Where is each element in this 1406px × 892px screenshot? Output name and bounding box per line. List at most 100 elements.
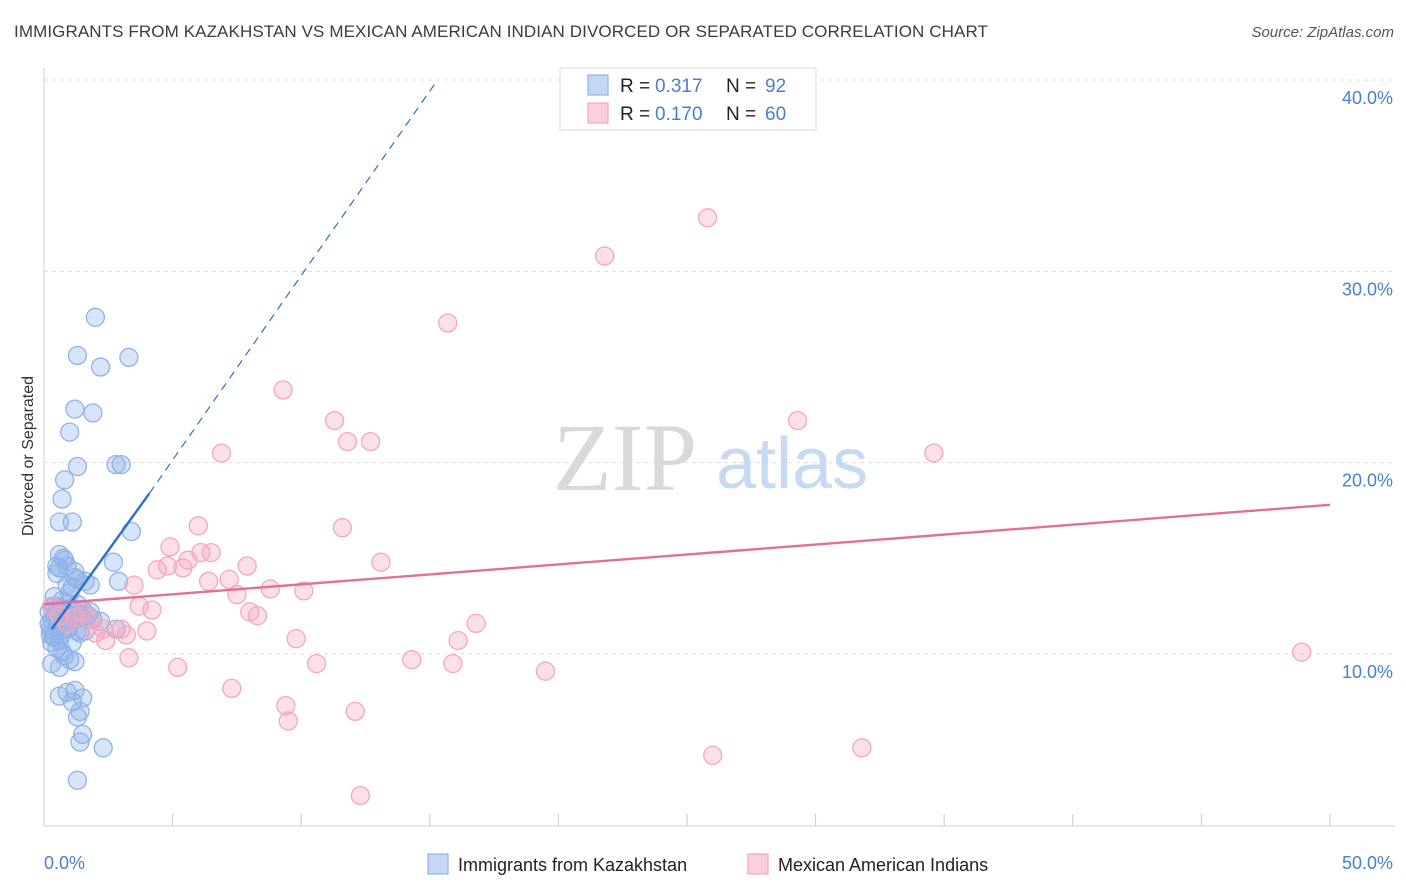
bottom-legend-swatch-kazakhstan — [427, 853, 449, 875]
mexican-american-indians-point-14 — [137, 621, 157, 641]
mexican-american-indians-point-55 — [787, 410, 808, 431]
mexican-american-indians-point-35 — [278, 711, 298, 731]
series-legend: Immigrants from Kazakhstan Mexican Ameri… — [427, 853, 988, 875]
mexican-american-indians-point-16 — [147, 560, 167, 580]
mexican-american-indians-point-37 — [294, 581, 314, 601]
mexican-american-indians-point-44 — [360, 431, 381, 452]
mexican-american-indians-point-36 — [286, 629, 306, 649]
x-tick-label-0: 0.0% — [44, 853, 85, 873]
data-points — [39, 208, 1312, 806]
mexican-american-indians-point-52 — [595, 246, 615, 266]
kazakhstan-point-75 — [49, 544, 70, 565]
kazakhstan-point-51 — [93, 738, 113, 758]
x-tick-labels: 0.0% 50.0% — [44, 853, 1393, 873]
kazakhstan-point-55 — [54, 470, 75, 490]
mexican-american-indians-point-23 — [198, 571, 219, 591]
legend-swatch-mexican-american-indians — [587, 102, 609, 124]
kazakhstan-point-49 — [72, 724, 93, 745]
mexican-american-indians-point-12 — [124, 575, 144, 595]
mexican-american-indians-point-43 — [350, 785, 371, 806]
mexican-american-indians-point-53 — [697, 208, 718, 228]
mexican-american-indians-point-34 — [276, 696, 296, 716]
mexican-american-indians-point-54 — [703, 745, 723, 766]
kazakhstan-point-60 — [83, 403, 103, 423]
mexican-american-indians-point-56 — [852, 738, 872, 758]
mexican-american-indians-point-50 — [466, 613, 486, 634]
kazakhstan-point-61 — [67, 345, 88, 366]
x-tick-label-1: 50.0% — [1342, 853, 1393, 873]
legend-n-value-2: 60 — [765, 104, 786, 125]
kazakhstan-point-57 — [67, 456, 88, 477]
kazakhstan-point-65 — [106, 454, 126, 475]
legend-r-label-2: R = — [620, 104, 650, 125]
mexican-american-indians-point-46 — [402, 650, 422, 670]
legend-r-value-2: 0.170 — [655, 104, 703, 125]
stats-legend: R = 0.317 N = 92 R = 0.170 N = 60 — [559, 67, 817, 131]
bottom-legend-label-mexican-american-indians: Mexican American Indians — [778, 855, 988, 875]
y-tick-label-3: 40.0% — [1342, 88, 1393, 108]
mexican-american-indians-point-32 — [260, 579, 280, 599]
trend-lines — [43, 79, 1331, 630]
mexican-american-indians-point-47 — [438, 313, 458, 333]
mexican-american-indians-point-59 — [173, 558, 193, 578]
kazakhstan-point-62 — [90, 357, 111, 377]
bottom-legend-swatch-mexican-american-indians — [747, 853, 769, 875]
mexican-american-indians-point-19 — [168, 657, 188, 678]
bottom-legend-label-kazakhstan: Immigrants from Kazakhstan — [458, 855, 687, 875]
mexican-american-indians-point-33 — [273, 380, 293, 400]
kazakhstan-point-91 — [70, 623, 90, 643]
y-tick-label-0: 10.0% — [1342, 662, 1393, 682]
mexican-american-indians-point-57 — [924, 443, 944, 463]
kazakhstan-point-72 — [65, 567, 85, 588]
mexican-american-indians-point-26 — [219, 569, 239, 590]
kazakhstan-point-73 — [57, 575, 77, 595]
mexican-american-indians-point-25 — [211, 443, 232, 463]
kazakhstan-point-63 — [119, 347, 139, 368]
legend-r-value-1: 0.317 — [655, 76, 703, 97]
kazakhstan-point-45 — [62, 692, 82, 712]
mexican-american-indians-point-29 — [237, 556, 257, 576]
kazakhstan-point-66 — [111, 454, 131, 475]
legend-r-label-1: R = — [620, 76, 650, 97]
kazakhstan-point-64 — [85, 307, 106, 327]
mexican-american-indians-point-15 — [142, 600, 162, 620]
legend-swatch-kazakhstan — [587, 74, 609, 96]
watermark-zip: ZIP — [553, 404, 697, 511]
y-tick-label-1: 20.0% — [1342, 471, 1393, 491]
kazakhstan-trend-extension — [148, 79, 439, 494]
mexican-american-indians-point-18 — [160, 537, 180, 557]
kazakhstan-point-56 — [62, 512, 82, 532]
kazakhstan-point-50 — [70, 732, 90, 752]
mexican-american-indians-point-9 — [111, 619, 131, 639]
kazakhstan-point-68 — [103, 552, 124, 572]
mexican-american-indians-point-10 — [116, 625, 136, 645]
y-tick-labels: 10.0% 20.0% 30.0% 40.0% — [1342, 88, 1393, 682]
kazakhstan-point-58 — [60, 422, 80, 442]
mexican-american-indians-point-51 — [535, 661, 556, 681]
mexican-american-indians-point-42 — [345, 701, 365, 722]
mexican-american-indians-point-41 — [337, 431, 358, 452]
kazakhstan-point-69 — [108, 571, 129, 591]
kazakhstan-point-87 — [40, 625, 61, 645]
kazakhstan-point-76 — [54, 550, 75, 570]
mexican-american-indians-point-27 — [222, 678, 242, 699]
mexican-american-indians-trend-line — [43, 503, 1331, 606]
kazakhstan-point-44 — [65, 680, 85, 701]
legend-n-value-1: 92 — [765, 76, 786, 97]
x-tick-marks — [43, 814, 1331, 826]
mexican-american-indians-point-21 — [188, 516, 208, 536]
kazakhstan-trend-line — [50, 492, 151, 630]
kazakhstan-point-48 — [67, 707, 88, 727]
kazakhstan-point-54 — [52, 489, 72, 509]
chart-title: IMMIGRANTS FROM KAZAKHSTAN VS MEXICAN AM… — [14, 22, 988, 41]
kazakhstan-point-59 — [65, 399, 85, 419]
chart-source: Source: ZipAtlas.com — [1251, 24, 1394, 41]
mexican-american-indians-point-4 — [72, 602, 93, 622]
mexican-american-indians-point-39 — [324, 410, 345, 431]
kazakhstan-point-36 — [52, 642, 72, 662]
legend-n-label-2: N = — [726, 104, 756, 125]
legend-n-label-1: N = — [726, 76, 756, 97]
kazakhstan-point-52 — [67, 770, 88, 790]
mexican-american-indians-point-11 — [119, 648, 139, 668]
